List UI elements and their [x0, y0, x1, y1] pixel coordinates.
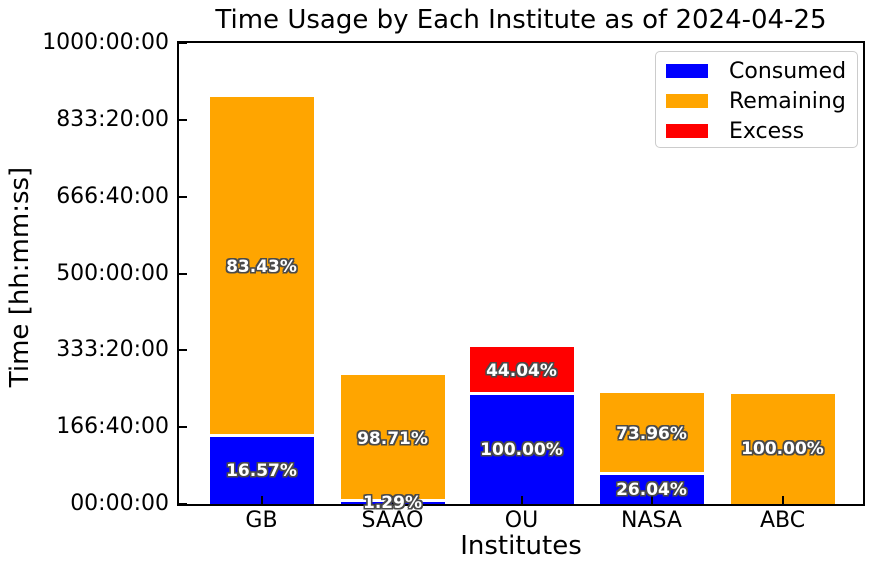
- x-tick-mark: [781, 496, 784, 504]
- y-tick-label: 666:40:00: [56, 183, 169, 209]
- bar-segment-gb-consumed: [209, 437, 314, 504]
- bar-segment-nasa-remaining: [599, 393, 704, 475]
- y-tick-label: 333:20:00: [56, 337, 169, 363]
- legend-entry-excess: Excess: [656, 116, 857, 146]
- legend-color-patch: [666, 94, 708, 108]
- y-tick-label: 00:00:00: [70, 491, 169, 516]
- bar-segment-ou-consumed: [469, 395, 574, 504]
- legend-color-patch: [666, 64, 708, 78]
- bar-label: 44.04%: [486, 361, 557, 381]
- x-tick-mark: [391, 496, 394, 504]
- y-tick-label: 500:00:00: [56, 260, 169, 286]
- y-tick-mark: [179, 426, 187, 429]
- x-tick-label-gb: GB: [245, 508, 278, 533]
- x-tick-label-nasa: NASA: [621, 508, 682, 533]
- legend-label: Consumed: [729, 58, 847, 84]
- x-tick-label-saao: SAAO: [361, 508, 424, 533]
- bar-segment-gb-remaining: [209, 97, 314, 437]
- legend-label: Remaining: [729, 88, 846, 114]
- y-tick-label: 1000:00:00: [42, 30, 169, 55]
- y-tick-mark: [179, 272, 187, 275]
- x-tick-mark: [520, 496, 523, 504]
- x-tick-mark: [260, 496, 263, 504]
- bar-label: 1.29%: [363, 493, 422, 513]
- legend-entry-remaining: Remaining: [656, 86, 857, 116]
- x-tick-mark: [650, 496, 653, 504]
- legend-entry-consumed: Consumed: [656, 56, 857, 86]
- legend-color-patch: [666, 124, 708, 138]
- y-tick-mark: [179, 503, 187, 505]
- legend-label: Excess: [729, 118, 805, 144]
- bar-label: 83.43%: [226, 257, 297, 277]
- bar-segment-ou-excess: [469, 347, 574, 395]
- y-tick-mark: [179, 349, 187, 352]
- bar-segment-saao-remaining: [340, 375, 445, 502]
- x-axis-label: Institutes: [460, 531, 582, 561]
- x-tick-label-ou: OU: [504, 508, 539, 533]
- x-tick-label-abc: ABC: [759, 508, 806, 533]
- bar-label: 26.04%: [616, 479, 687, 500]
- bar-label: 73.96%: [616, 424, 687, 444]
- y-tick-label: 166:40:00: [56, 414, 169, 440]
- bar-label: 16.57%: [226, 460, 297, 481]
- y-tick-mark: [179, 118, 187, 121]
- y-tick-mark: [179, 42, 187, 44]
- legend: Consumed Remaining Excess: [655, 51, 858, 148]
- bar-label: 100.00%: [741, 439, 824, 459]
- bar-label: 100.00%: [480, 439, 563, 460]
- bar-segment-abc-remaining: [730, 394, 835, 504]
- bar-label: 98.71%: [357, 428, 428, 449]
- y-tick-label: 833:20:00: [56, 106, 169, 132]
- chart-title: Time Usage by Each Institute as of 2024-…: [215, 5, 827, 35]
- y-tick-mark: [179, 195, 187, 198]
